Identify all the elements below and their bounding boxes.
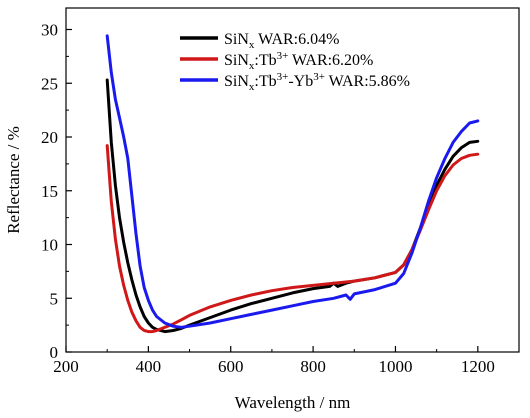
y-tick-label: 5 [50, 289, 59, 308]
y-tick-label: 0 [50, 343, 59, 362]
y-tick-label: 30 [41, 21, 58, 40]
y-tick-label: 10 [41, 236, 58, 255]
y-tick-label: 20 [41, 128, 58, 147]
x-tick-label: 400 [136, 357, 162, 376]
y-axis-title: Reflectance / % [4, 126, 23, 234]
x-tick-label: 600 [218, 357, 244, 376]
legend-label-2: SiNx:Tb3+ WAR:6.20% [224, 50, 373, 72]
y-tick-label: 15 [41, 182, 58, 201]
x-tick-label: 1000 [378, 357, 412, 376]
x-tick-label: 800 [300, 357, 326, 376]
x-axis-title: Wavelength / nm [235, 393, 351, 412]
y-tick-label: 25 [41, 74, 58, 93]
x-tick-label: 1200 [461, 357, 495, 376]
